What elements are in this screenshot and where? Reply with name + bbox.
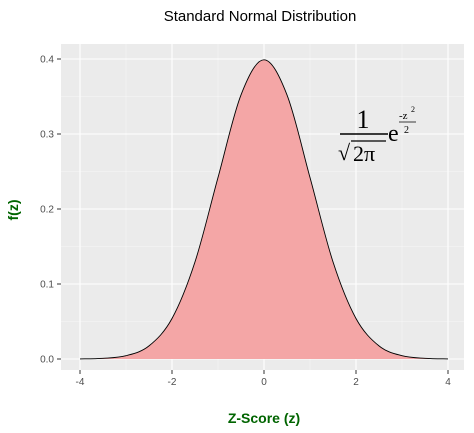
x-axis: -4 -2 0 2 4 (76, 370, 451, 388)
formula-numerator: 1 (357, 105, 370, 134)
density-curve (79, 59, 449, 360)
y-axis: 0.0 0.1 0.2 0.3 0.4 (40, 55, 61, 366)
y-tick-label: 0.2 (40, 205, 54, 216)
formula-exponent-power: 2 (411, 105, 415, 114)
x-tick-label: -4 (76, 377, 85, 388)
y-tick-label: 0.1 (40, 280, 54, 291)
density-area (80, 59, 448, 359)
chart-title: Standard Normal Distribution (164, 8, 357, 25)
x-tick-label: 4 (445, 377, 451, 388)
y-axis-title: f(z) (5, 200, 21, 221)
formula-radical-sign: √ (338, 140, 351, 165)
y-tick-label: 0.4 (40, 55, 54, 66)
formula-radicand: 2π (353, 141, 375, 166)
formula-exponent-numerator: -z (399, 110, 408, 122)
formula-base-e: e (388, 121, 399, 147)
pdf-formula-annotation: 1 √ 2π e -z 2 2 (338, 105, 416, 166)
x-axis-title: Z-Score (z) (228, 410, 300, 426)
formula-exponent-denominator: 2 (404, 125, 409, 136)
x-tick-label: 2 (353, 377, 359, 388)
y-tick-label: 0.0 (40, 355, 54, 366)
x-tick-label: -2 (168, 377, 177, 388)
y-tick-label: 0.3 (40, 130, 54, 141)
x-tick-label: 0 (261, 377, 267, 388)
